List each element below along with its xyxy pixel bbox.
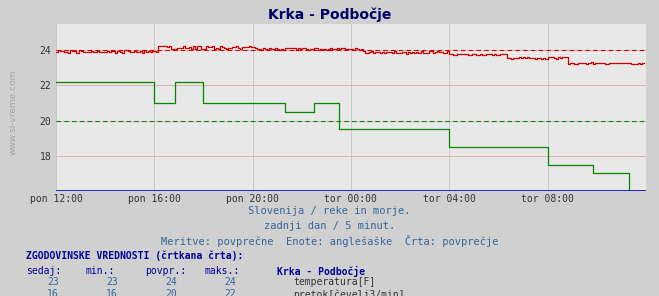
Text: sedaj:: sedaj: [26,266,61,276]
Text: 16: 16 [47,289,59,296]
Text: min.:: min.: [86,266,115,276]
Text: Slovenija / reke in morje.: Slovenija / reke in morje. [248,206,411,216]
Text: 20: 20 [165,289,177,296]
Text: temperatura[F]: temperatura[F] [293,277,376,287]
Text: povpr.:: povpr.: [145,266,186,276]
Text: 23: 23 [106,277,118,287]
Text: 16: 16 [106,289,118,296]
Text: ZGODOVINSKE VREDNOSTI (črtkana črta):: ZGODOVINSKE VREDNOSTI (črtkana črta): [26,250,244,260]
Text: maks.:: maks.: [204,266,239,276]
Text: 23: 23 [47,277,59,287]
Text: 22: 22 [225,289,237,296]
Text: Meritve: povprečne  Enote: anglešaške  Črta: povprečje: Meritve: povprečne Enote: anglešaške Črt… [161,235,498,247]
Text: www.si-vreme.com: www.si-vreme.com [9,70,18,155]
Text: zadnji dan / 5 minut.: zadnji dan / 5 minut. [264,221,395,231]
Text: Krka - Podbočje: Krka - Podbočje [268,7,391,22]
Text: pretok[čevelj3/min]: pretok[čevelj3/min] [293,289,405,296]
Text: 24: 24 [225,277,237,287]
Text: 24: 24 [165,277,177,287]
Text: Krka - Podbočje: Krka - Podbočje [277,266,365,277]
